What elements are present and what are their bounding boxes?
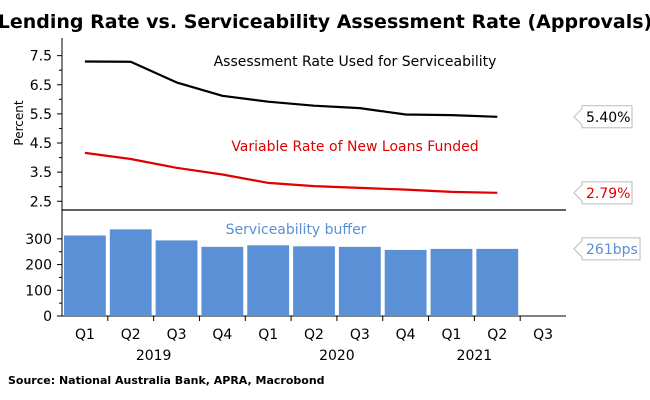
top-y-tick-label: 7.5 bbox=[30, 49, 52, 65]
x-tick-label-quarter: Q3 bbox=[350, 327, 370, 343]
buffer-bar-q1-1 bbox=[64, 235, 106, 316]
buffer-bar-q4-4 bbox=[201, 246, 244, 316]
x-tick-label-quarter: Q2 bbox=[121, 327, 141, 343]
chart-title: Lending Rate vs. Serviceability Assessme… bbox=[0, 11, 650, 33]
x-tick-label-quarter: Q1 bbox=[75, 327, 95, 343]
source-note: Source: National Australia Bank, APRA, M… bbox=[8, 374, 325, 387]
assessment-rate-end-label-text: 5.40% bbox=[586, 110, 630, 126]
top-y-tick-label: 3.5 bbox=[30, 165, 52, 181]
top-y-tick-label: 4.5 bbox=[30, 136, 52, 152]
variable-rate-line bbox=[84, 151, 498, 194]
buffer-end-label-text: 261bps bbox=[586, 242, 638, 258]
buffer-bar-q2-10 bbox=[476, 248, 519, 316]
assessment-rate-line bbox=[84, 60, 498, 118]
variable-rate-end-label-box bbox=[573, 181, 633, 205]
x-tick-label-quarter: Q4 bbox=[212, 327, 232, 343]
variable-rate-end-label-text: 2.79% bbox=[586, 186, 630, 202]
buffer-end-label-box bbox=[573, 237, 641, 261]
x-axis: Q1 Q2 Q3 Q4 Q1 Q2 Q3 Q4 Q1 Q2 Q3 2019 2020 2021 bbox=[75, 316, 553, 364]
buffer-bar-q2-2 bbox=[109, 229, 152, 316]
x-tick-label-quarter: Q1 bbox=[441, 327, 461, 343]
serviceability-buffer-label: Serviceability buffer bbox=[226, 222, 367, 238]
buffer-bar-q2-6 bbox=[293, 246, 335, 316]
top-panel-axes: 7.5 6.5 5.5 4.5 3.5 2.5 bbox=[30, 38, 566, 211]
buffer-bar-q1-9 bbox=[430, 248, 473, 316]
buffer-bar-q4-8 bbox=[384, 249, 427, 316]
top-panel-lines bbox=[84, 60, 498, 194]
bottom-y-tick-label: 100 bbox=[25, 283, 52, 299]
bottom-y-tick-label: 300 bbox=[25, 232, 52, 248]
end-value-labels: 5.40% 2.79% 261bps bbox=[573, 105, 641, 261]
x-tick-label-quarter: Q2 bbox=[304, 327, 324, 343]
x-year-label: 2020 bbox=[319, 348, 355, 364]
top-y-tick-label: 6.5 bbox=[30, 78, 52, 94]
top-y-tick-label: 2.5 bbox=[30, 194, 52, 210]
x-tick-label-quarter: Q1 bbox=[258, 327, 278, 343]
buffer-bar-q3-7 bbox=[338, 246, 381, 316]
x-tick-label-quarter: Q3 bbox=[533, 327, 553, 343]
y-axis-label: Percent bbox=[12, 100, 26, 145]
buffer-bar-q1-5 bbox=[247, 245, 290, 316]
top-y-tick-label: 5.5 bbox=[30, 107, 52, 123]
bottom-y-tick-label: 0 bbox=[43, 309, 52, 325]
x-tick-label-quarter: Q3 bbox=[167, 327, 187, 343]
bottom-y-tick-label: 200 bbox=[25, 258, 52, 274]
buffer-bar-q3-3 bbox=[155, 240, 198, 316]
assessment-rate-end-label-box bbox=[573, 105, 633, 129]
x-year-label: 2021 bbox=[457, 348, 493, 364]
x-tick-label-quarter: Q4 bbox=[396, 327, 416, 343]
x-tick-label-quarter: Q2 bbox=[487, 327, 507, 343]
assessment-rate-label: Assessment Rate Used for Serviceability bbox=[214, 54, 497, 70]
variable-rate-label: Variable Rate of New Loans Funded bbox=[231, 139, 478, 155]
bottom-panel-bars bbox=[64, 229, 519, 316]
x-year-label: 2019 bbox=[136, 348, 172, 364]
